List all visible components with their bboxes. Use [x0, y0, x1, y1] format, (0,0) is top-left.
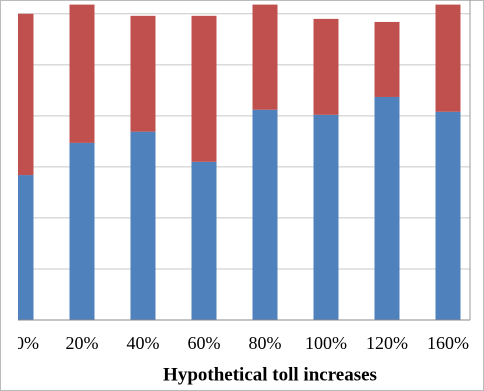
x-tick-label: 20% — [66, 333, 99, 353]
bar-segment — [18, 13, 34, 176]
plot-area: 0% 20% 40% 60% 80% 100% 120% 160% — [15, 0, 471, 353]
x-tick-label: 120% — [366, 333, 408, 353]
x-tick-label: 160% — [427, 333, 469, 353]
x-tick-label: 80% — [249, 333, 282, 353]
bar-segment — [69, 4, 95, 143]
x-axis-title: Hypothetical toll increases — [163, 364, 377, 385]
bar-segment — [374, 96, 400, 320]
bar-segment — [435, 111, 461, 321]
x-tick-label: 0% — [15, 333, 39, 353]
bar-segment — [252, 109, 278, 320]
bar-segment — [130, 131, 156, 320]
bar-segment — [18, 175, 34, 320]
bar-segment — [191, 15, 217, 162]
bar-segment — [374, 21, 400, 97]
bar-segment — [313, 114, 339, 320]
bar-segment — [252, 4, 278, 110]
bar-segment — [435, 4, 461, 112]
bar-segment — [191, 161, 217, 320]
x-tick-label: 60% — [188, 333, 221, 353]
bar-segment — [313, 18, 339, 115]
bar-segment — [130, 15, 156, 132]
bar-segment — [69, 142, 95, 320]
x-tick-label: 100% — [305, 333, 347, 353]
x-tick-label: 40% — [127, 333, 160, 353]
